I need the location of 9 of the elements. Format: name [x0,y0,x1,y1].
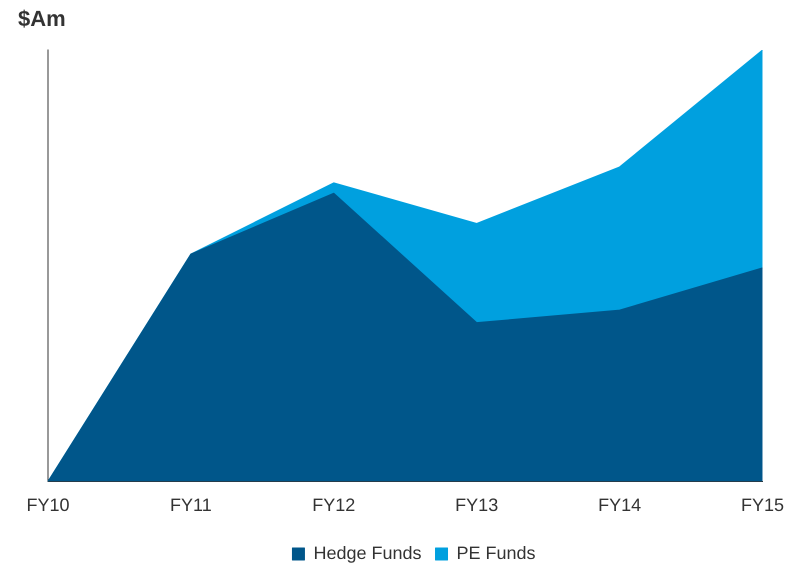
x-tick-label: FY12 [312,495,356,516]
x-tick-label: FY13 [455,495,498,516]
legend-label: Hedge Funds [313,542,422,563]
legend-label: PE Funds [456,542,536,563]
x-tick-label: FY15 [740,495,784,516]
x-tick-label: FY11 [170,495,212,516]
x-tick-label: FY14 [598,495,642,516]
y-axis-title: $Am [18,6,66,32]
x-tick-label: FY10 [26,495,70,516]
